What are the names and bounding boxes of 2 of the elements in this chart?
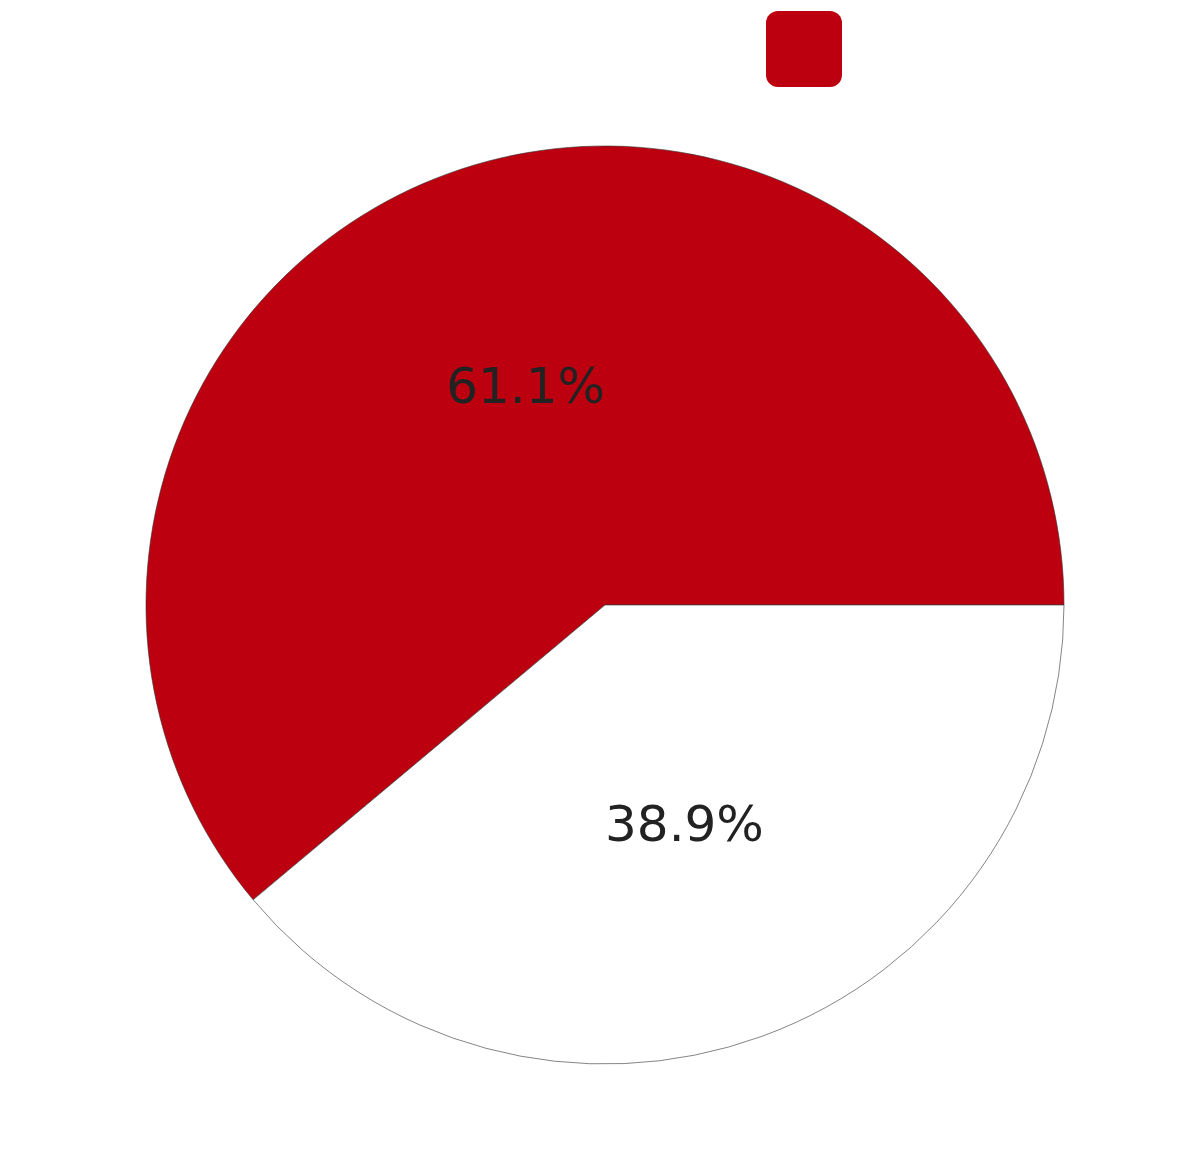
data-label: 38.9% <box>605 794 764 853</box>
data-label: 61.1% <box>446 357 605 416</box>
